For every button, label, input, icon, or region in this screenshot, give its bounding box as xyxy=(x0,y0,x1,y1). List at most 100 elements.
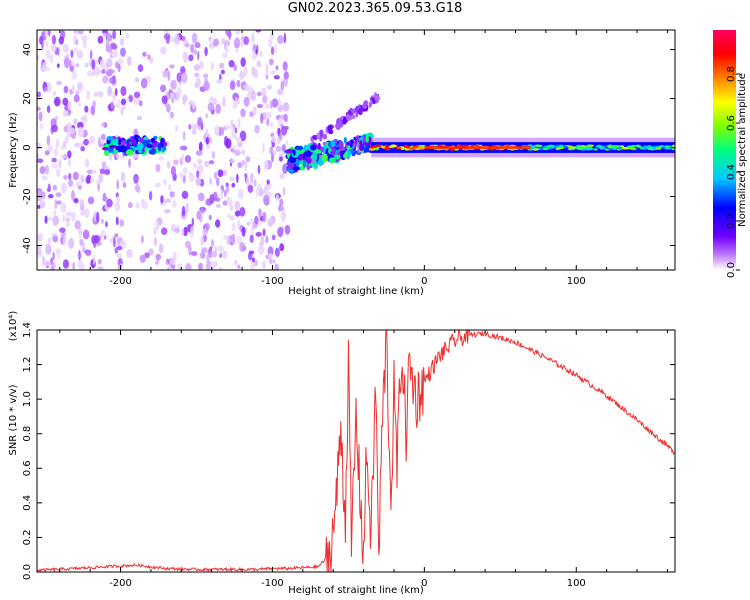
noise-blob xyxy=(52,235,59,243)
signal-blob xyxy=(302,159,307,168)
noise-blob xyxy=(97,266,104,270)
noise-blob xyxy=(208,160,215,165)
noise-blob xyxy=(37,91,41,98)
noise-blob xyxy=(272,259,276,264)
noise-blob xyxy=(51,124,58,133)
noise-blob xyxy=(241,159,245,166)
noise-blob xyxy=(255,49,258,55)
signal-blob xyxy=(353,136,357,141)
noise-blob xyxy=(155,163,161,173)
snr-panel: -200 -100 0 100 0.0 0.2 0.4 0.6 0.8 1.0 1.2 1.4 He… xyxy=(8,311,676,596)
signal-blob xyxy=(304,150,312,158)
snr-line xyxy=(37,330,675,572)
noise-blob xyxy=(232,233,236,244)
noise-blob xyxy=(282,163,288,175)
spectrogram-x-ticks: -200 -100 0 100 xyxy=(59,30,668,287)
noise-blob xyxy=(167,266,172,270)
harmonic-blob xyxy=(345,114,351,121)
x-tick-label: -200 xyxy=(109,276,132,287)
noise-blob xyxy=(55,248,62,255)
noise-blob xyxy=(174,34,180,46)
noise-blob xyxy=(116,197,120,203)
noise-blob xyxy=(37,142,41,151)
signal-blob xyxy=(285,149,292,154)
noise-blob xyxy=(71,84,75,94)
noise-blob xyxy=(66,122,72,132)
noise-blob xyxy=(55,200,62,205)
noise-blob xyxy=(262,228,266,237)
noise-blob xyxy=(275,145,282,152)
signal-blob xyxy=(328,148,332,152)
noise-blob xyxy=(196,210,201,220)
noise-blob xyxy=(271,98,279,108)
noise-blob xyxy=(134,77,140,83)
noise-blob xyxy=(211,150,216,159)
band-core xyxy=(381,146,386,149)
noise-blob xyxy=(62,43,69,54)
noise-blob xyxy=(184,155,191,163)
noise-blob xyxy=(86,89,91,100)
noise-blob xyxy=(154,182,162,188)
noise-blob xyxy=(120,47,126,57)
noise-blob xyxy=(114,247,119,254)
harmonic-blob xyxy=(363,101,368,108)
noise-blob xyxy=(219,62,225,69)
noise-blob xyxy=(117,63,121,73)
band-core xyxy=(569,146,576,149)
noise-blob xyxy=(53,147,59,156)
noise-blob xyxy=(75,89,80,97)
noise-blob xyxy=(250,90,257,102)
noise-blob xyxy=(271,135,277,143)
band-core xyxy=(588,144,594,147)
noise-blob xyxy=(269,32,275,40)
noise-blob xyxy=(186,202,189,214)
noise-blob xyxy=(80,146,86,152)
noise-blob xyxy=(116,99,122,109)
noise-blob xyxy=(277,98,282,108)
noise-blob xyxy=(120,86,127,97)
noise-blob xyxy=(197,192,205,202)
noise-blob xyxy=(86,70,94,77)
y-tick-label: 0.0 xyxy=(22,564,33,580)
noise-blob xyxy=(102,75,109,84)
noise-blob xyxy=(148,190,153,201)
harmonic-blob xyxy=(316,132,321,139)
noise-blob xyxy=(262,211,267,223)
spectrogram-y-ticks: -40 -20 0 20 40 xyxy=(22,43,675,254)
noise-blob xyxy=(148,248,154,256)
noise-blob xyxy=(77,30,84,35)
noise-blob xyxy=(176,72,182,83)
noise-blob xyxy=(244,173,248,178)
noise-blob xyxy=(166,160,171,169)
noise-blob xyxy=(65,217,71,223)
noise-blob xyxy=(188,173,195,182)
signal-blob xyxy=(146,144,153,149)
noise-blob xyxy=(79,263,86,270)
noise-blob xyxy=(51,163,59,169)
signal-blob xyxy=(108,144,117,149)
signal-blob xyxy=(334,154,341,160)
signal-blob xyxy=(112,138,119,146)
noise-blob xyxy=(224,43,229,54)
noise-blob xyxy=(191,123,197,132)
noise-blob xyxy=(49,54,54,64)
noise-blob xyxy=(53,96,61,107)
noise-blob xyxy=(251,224,254,234)
noise-blob xyxy=(160,195,164,204)
noise-blob xyxy=(195,150,203,156)
band-core xyxy=(535,144,540,147)
noise-blob xyxy=(255,232,262,237)
noise-blob xyxy=(126,97,130,104)
noise-blob xyxy=(182,166,188,174)
noise-blob xyxy=(45,40,49,48)
noise-blob xyxy=(100,133,106,141)
noise-blob xyxy=(86,169,94,174)
noise-blob xyxy=(78,101,82,107)
band-core xyxy=(615,145,621,148)
signal-blob xyxy=(365,134,369,144)
noise-blob xyxy=(274,43,277,54)
noise-blob xyxy=(205,137,210,145)
noise-blob xyxy=(268,38,273,48)
colorbar-gradient xyxy=(713,30,736,270)
noise-blob xyxy=(65,211,73,217)
